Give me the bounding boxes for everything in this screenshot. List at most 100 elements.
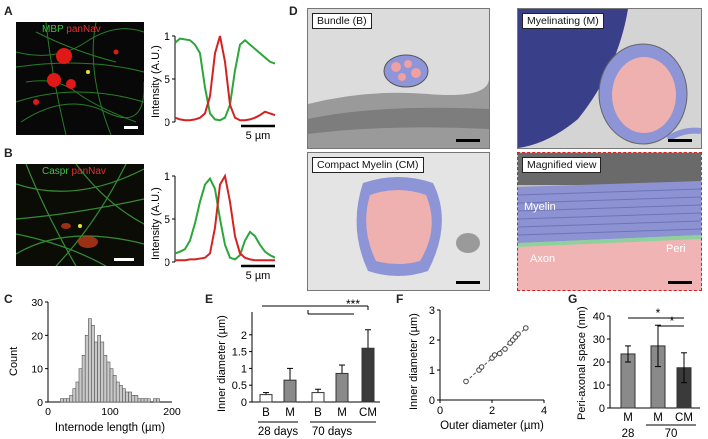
panel-a-label: A (4, 4, 13, 18)
em-myelinating-title: Myelinating (M) (522, 13, 604, 29)
x-axis-label: Internode length (µm) (55, 422, 165, 434)
y-tick-label: 1 (241, 363, 247, 375)
panel-e-bar-chart: 0 0.5 1 1.5 2 B M B M CM 28 days 70 days *** (232, 297, 380, 438)
bar (283, 379, 297, 403)
panel-e-ylabel: Inner diameter (µm) (216, 315, 228, 412)
histogram-bar (75, 381, 80, 403)
y-tick-label: 3 (429, 305, 435, 317)
panel-a-scale-bar (124, 126, 138, 129)
x-tick-label: 4 (541, 405, 547, 417)
y-tick-label: 1 (165, 171, 170, 183)
y-tick-label: 0 (165, 257, 170, 269)
histogram-bar (115, 381, 120, 403)
panel-d-label: D (289, 4, 298, 18)
em-myelinating-drawing (518, 9, 701, 148)
histogram-bar (100, 341, 105, 403)
histogram-bar (94, 341, 98, 403)
category-label: M (653, 412, 663, 424)
em-compact-myelin-drawing (308, 153, 489, 290)
category-label: B (262, 407, 270, 419)
panel-b-scale-bar (114, 258, 134, 261)
histogram-bar (128, 391, 132, 403)
histogram-bar (131, 395, 136, 403)
category-label: CM (675, 412, 693, 424)
em-compact-myelin-image: Compact Myelin (CM) (307, 152, 490, 291)
histogram-bar (63, 398, 67, 403)
scatter-point (515, 331, 521, 337)
plot-scale-label: 5 µm (246, 130, 271, 142)
scatter-point (497, 350, 503, 357)
panel-g-ylabel: Peri-axonal space (nm) (576, 306, 588, 420)
histogram-bar (103, 355, 108, 403)
x-tick-label: 100 (101, 406, 119, 418)
em-bundle-title: Bundle (B) (312, 13, 372, 29)
em-myelinating-scale-bar (668, 139, 692, 142)
bar (335, 372, 349, 403)
histogram-bar (81, 355, 86, 403)
panel-g-bar-chart: 0 10 20 30 40 M M CM 28 70 * * (593, 306, 700, 439)
panel-a-fluorescence-image (16, 22, 144, 135)
y-tick-label: 20 (31, 330, 43, 342)
histogram-bar (140, 398, 145, 403)
em-magnified-title: Magnified view (522, 157, 602, 173)
y-tick-label: 30 (593, 334, 605, 346)
bar (311, 392, 325, 403)
em-magnified-scale-bar (668, 281, 692, 284)
peri-label: Peri (666, 243, 686, 255)
category-label: M (337, 407, 347, 419)
histogram-bar (66, 398, 70, 403)
group-label: 70 days (312, 426, 353, 438)
histogram-bar (109, 368, 114, 403)
panel-f-ylabel: Inner diameter (µm) (408, 313, 420, 410)
category-label: M (285, 407, 295, 419)
panel-c-ylabel: Count (8, 346, 20, 376)
category-label: CM (359, 407, 377, 419)
scatter-point (478, 364, 485, 370)
histogram-bar (60, 398, 64, 403)
panel-b-fluorescence-image (16, 164, 144, 266)
group-label: 28 days (258, 426, 299, 438)
x-tick-label: 0 (45, 406, 51, 418)
histogram-bar (91, 325, 95, 403)
bar (361, 347, 375, 403)
plot-scale-label: 5 µm (246, 270, 271, 282)
panel-g-label: G (568, 292, 578, 306)
myelin-label: Myelin (524, 201, 556, 213)
panel-a-ylabel: Intensity (A.U.) (150, 45, 162, 118)
scatter-point (502, 346, 508, 352)
y-tick-label: 0.5 (165, 74, 170, 86)
intensity-line-green (174, 176, 276, 261)
y-tick-label: 40 (593, 311, 605, 323)
histogram-bar (137, 398, 142, 403)
y-tick-label: 0 (241, 397, 247, 409)
group-label: 70 (665, 428, 678, 439)
y-tick-label: 0 (165, 117, 170, 129)
x-tick-label: 0 (437, 405, 443, 417)
histogram-bar (97, 335, 101, 403)
caspr-stain-label: Caspr (42, 166, 69, 177)
panel-c-histogram: 0 10 20 30 0 100 200 Internode length (µm) (31, 297, 181, 434)
panel-f-scatter: 0 1 2 3 0 2 4 Outer diameter (µm) (429, 305, 547, 432)
y-tick-label: 20 (593, 357, 605, 369)
histogram-bar (125, 391, 129, 403)
y-tick-label: 0 (599, 403, 605, 415)
panel-a-plot: 0 0.5 1 5 µm (165, 31, 276, 142)
intensity-line-red (175, 173, 275, 262)
axon-label: Axon (530, 253, 556, 265)
pannav-stain-label-b: panNav (71, 166, 106, 177)
y-tick-label: 1 (165, 31, 170, 43)
x-tick-label: 200 (163, 406, 181, 418)
em-magnified-image: Magnified view Myelin Peri Axon (517, 152, 702, 291)
histogram-bar (134, 395, 139, 403)
x-axis-label: Outer diameter (µm) (440, 420, 544, 432)
histogram-bar (88, 318, 92, 403)
histogram-bar (78, 368, 83, 403)
histogram-bar (72, 388, 77, 403)
panel-b-micrograph: Caspr panNav (16, 164, 144, 266)
panel-f-label: F (396, 292, 404, 306)
category-label: M (623, 412, 633, 424)
histogram-bar (119, 385, 123, 403)
category-label: B (314, 407, 322, 419)
histogram-bar (84, 335, 89, 403)
histogram-bar (146, 398, 151, 403)
